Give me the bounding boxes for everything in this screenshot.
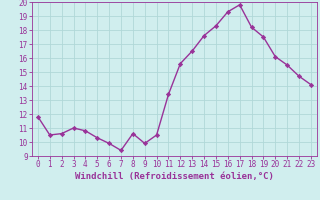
X-axis label: Windchill (Refroidissement éolien,°C): Windchill (Refroidissement éolien,°C) xyxy=(75,172,274,181)
